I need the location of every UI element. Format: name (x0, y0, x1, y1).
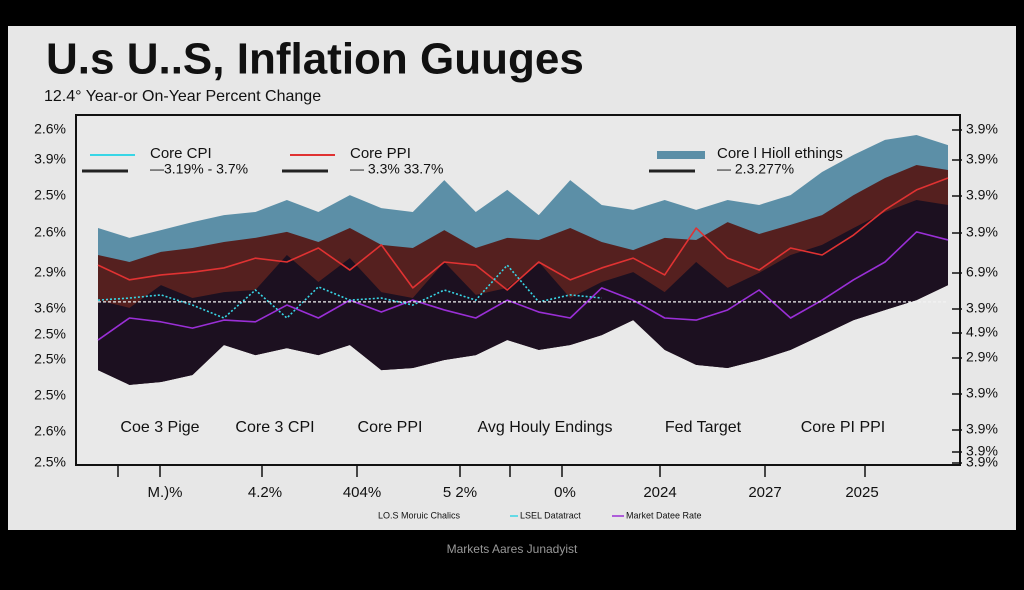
legend-swatch (657, 151, 705, 159)
y2-tick-label: 2.9% (966, 349, 998, 365)
y2-tick-label: 4.9% (966, 324, 998, 340)
y-tick-label: 2.6% (34, 121, 66, 137)
y2-tick-label: 3.9% (966, 421, 998, 437)
y-tick-label: 2.5% (34, 187, 66, 203)
legend-note: — 2.3.277% (717, 161, 794, 177)
y-tick-label: 2.5% (34, 387, 66, 403)
legend-note: — 3.3% 33.7% (350, 161, 443, 177)
legend-label: Core PPI (350, 145, 411, 162)
x-tick-label: 4.2% (248, 484, 282, 501)
annotation: Core 3 CPI (235, 419, 314, 436)
y2-tick-label: 3.9% (966, 454, 998, 470)
y-tick-label: 2.5% (34, 351, 66, 367)
y2-tick-label: 3.9% (966, 187, 998, 203)
bottom-legend-label: LO.S Moruic Chalics (378, 510, 461, 520)
series-line (97, 264, 602, 319)
x-tick-label: 5 2% (443, 484, 477, 501)
annotation: Core PI PPI (801, 419, 885, 436)
x-tick-label: 2024 (643, 484, 676, 501)
y-tick-label: 2.6% (34, 423, 66, 439)
chart-subtitle: 12.4° Year-or On-Year Percent Change (44, 88, 321, 105)
y2-tick-label: 3.9% (966, 385, 998, 401)
x-tick-label: M.)% (148, 484, 183, 501)
y2-tick-label: 3.9% (966, 224, 998, 240)
annotation: Avg Houly Endings (478, 419, 613, 436)
footer: Markets Aares Junadyist (447, 542, 578, 556)
x-tick-label: 2025 (845, 484, 878, 501)
legend-label: Core CPI (150, 145, 212, 162)
x-tick-label: 0% (554, 484, 576, 501)
bottom-legend-label: LSEL Datatract (520, 510, 581, 520)
overlay (97, 177, 949, 341)
y-tick-label: 2.9% (34, 264, 66, 280)
chart-title: U.s U..S, Inflation Guuges (46, 35, 584, 84)
x-tick-label: 404% (343, 484, 381, 501)
bottom-legend-label: Market Datee Rate (626, 510, 702, 520)
y2-tick-label: 3.9% (966, 443, 998, 459)
y2-tick-label: 3.9% (966, 151, 998, 167)
y-tick-label: 3.6% (34, 300, 66, 316)
y-tick-label: 2.6% (34, 224, 66, 240)
y2-tick-label: 6.9% (966, 264, 998, 280)
series-line (97, 231, 949, 341)
annotation: Fed Target (665, 419, 742, 436)
y2-tick-label: 3.9% (966, 300, 998, 316)
x-tick-label: 2027 (748, 484, 781, 501)
legend-note: —3.19% - 3.7% (150, 161, 248, 177)
series-line (97, 177, 949, 291)
y-tick-label: 2.5% (34, 326, 66, 342)
y-tick-label: 2.5% (34, 454, 66, 470)
annotation: Core PPI (358, 419, 423, 436)
legend-label: Core l Hioll ethings (717, 145, 843, 162)
annotation: Coe 3 Pige (120, 419, 199, 436)
y2-tick-label: 3.9% (966, 121, 998, 137)
y-tick-label: 3.9% (34, 151, 66, 167)
area-band (98, 200, 948, 385)
